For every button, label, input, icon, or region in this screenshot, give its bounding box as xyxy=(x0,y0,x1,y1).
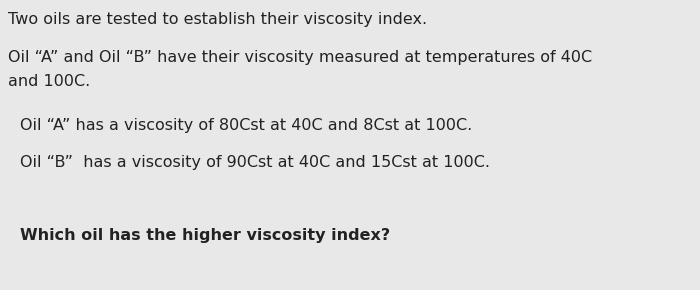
Text: and 100C.: and 100C. xyxy=(8,74,90,89)
Text: Two oils are tested to establish their viscosity index.: Two oils are tested to establish their v… xyxy=(8,12,427,27)
Text: Which oil has the higher viscosity index?: Which oil has the higher viscosity index… xyxy=(20,228,390,243)
Text: Oil “B”  has a viscosity of 90Cst at 40C and 15Cst at 100C.: Oil “B” has a viscosity of 90Cst at 40C … xyxy=(20,155,490,170)
Text: Oil “A” and Oil “B” have their viscosity measured at temperatures of 40C: Oil “A” and Oil “B” have their viscosity… xyxy=(8,50,592,65)
Text: Oil “A” has a viscosity of 80Cst at 40C and 8Cst at 100C.: Oil “A” has a viscosity of 80Cst at 40C … xyxy=(20,118,472,133)
